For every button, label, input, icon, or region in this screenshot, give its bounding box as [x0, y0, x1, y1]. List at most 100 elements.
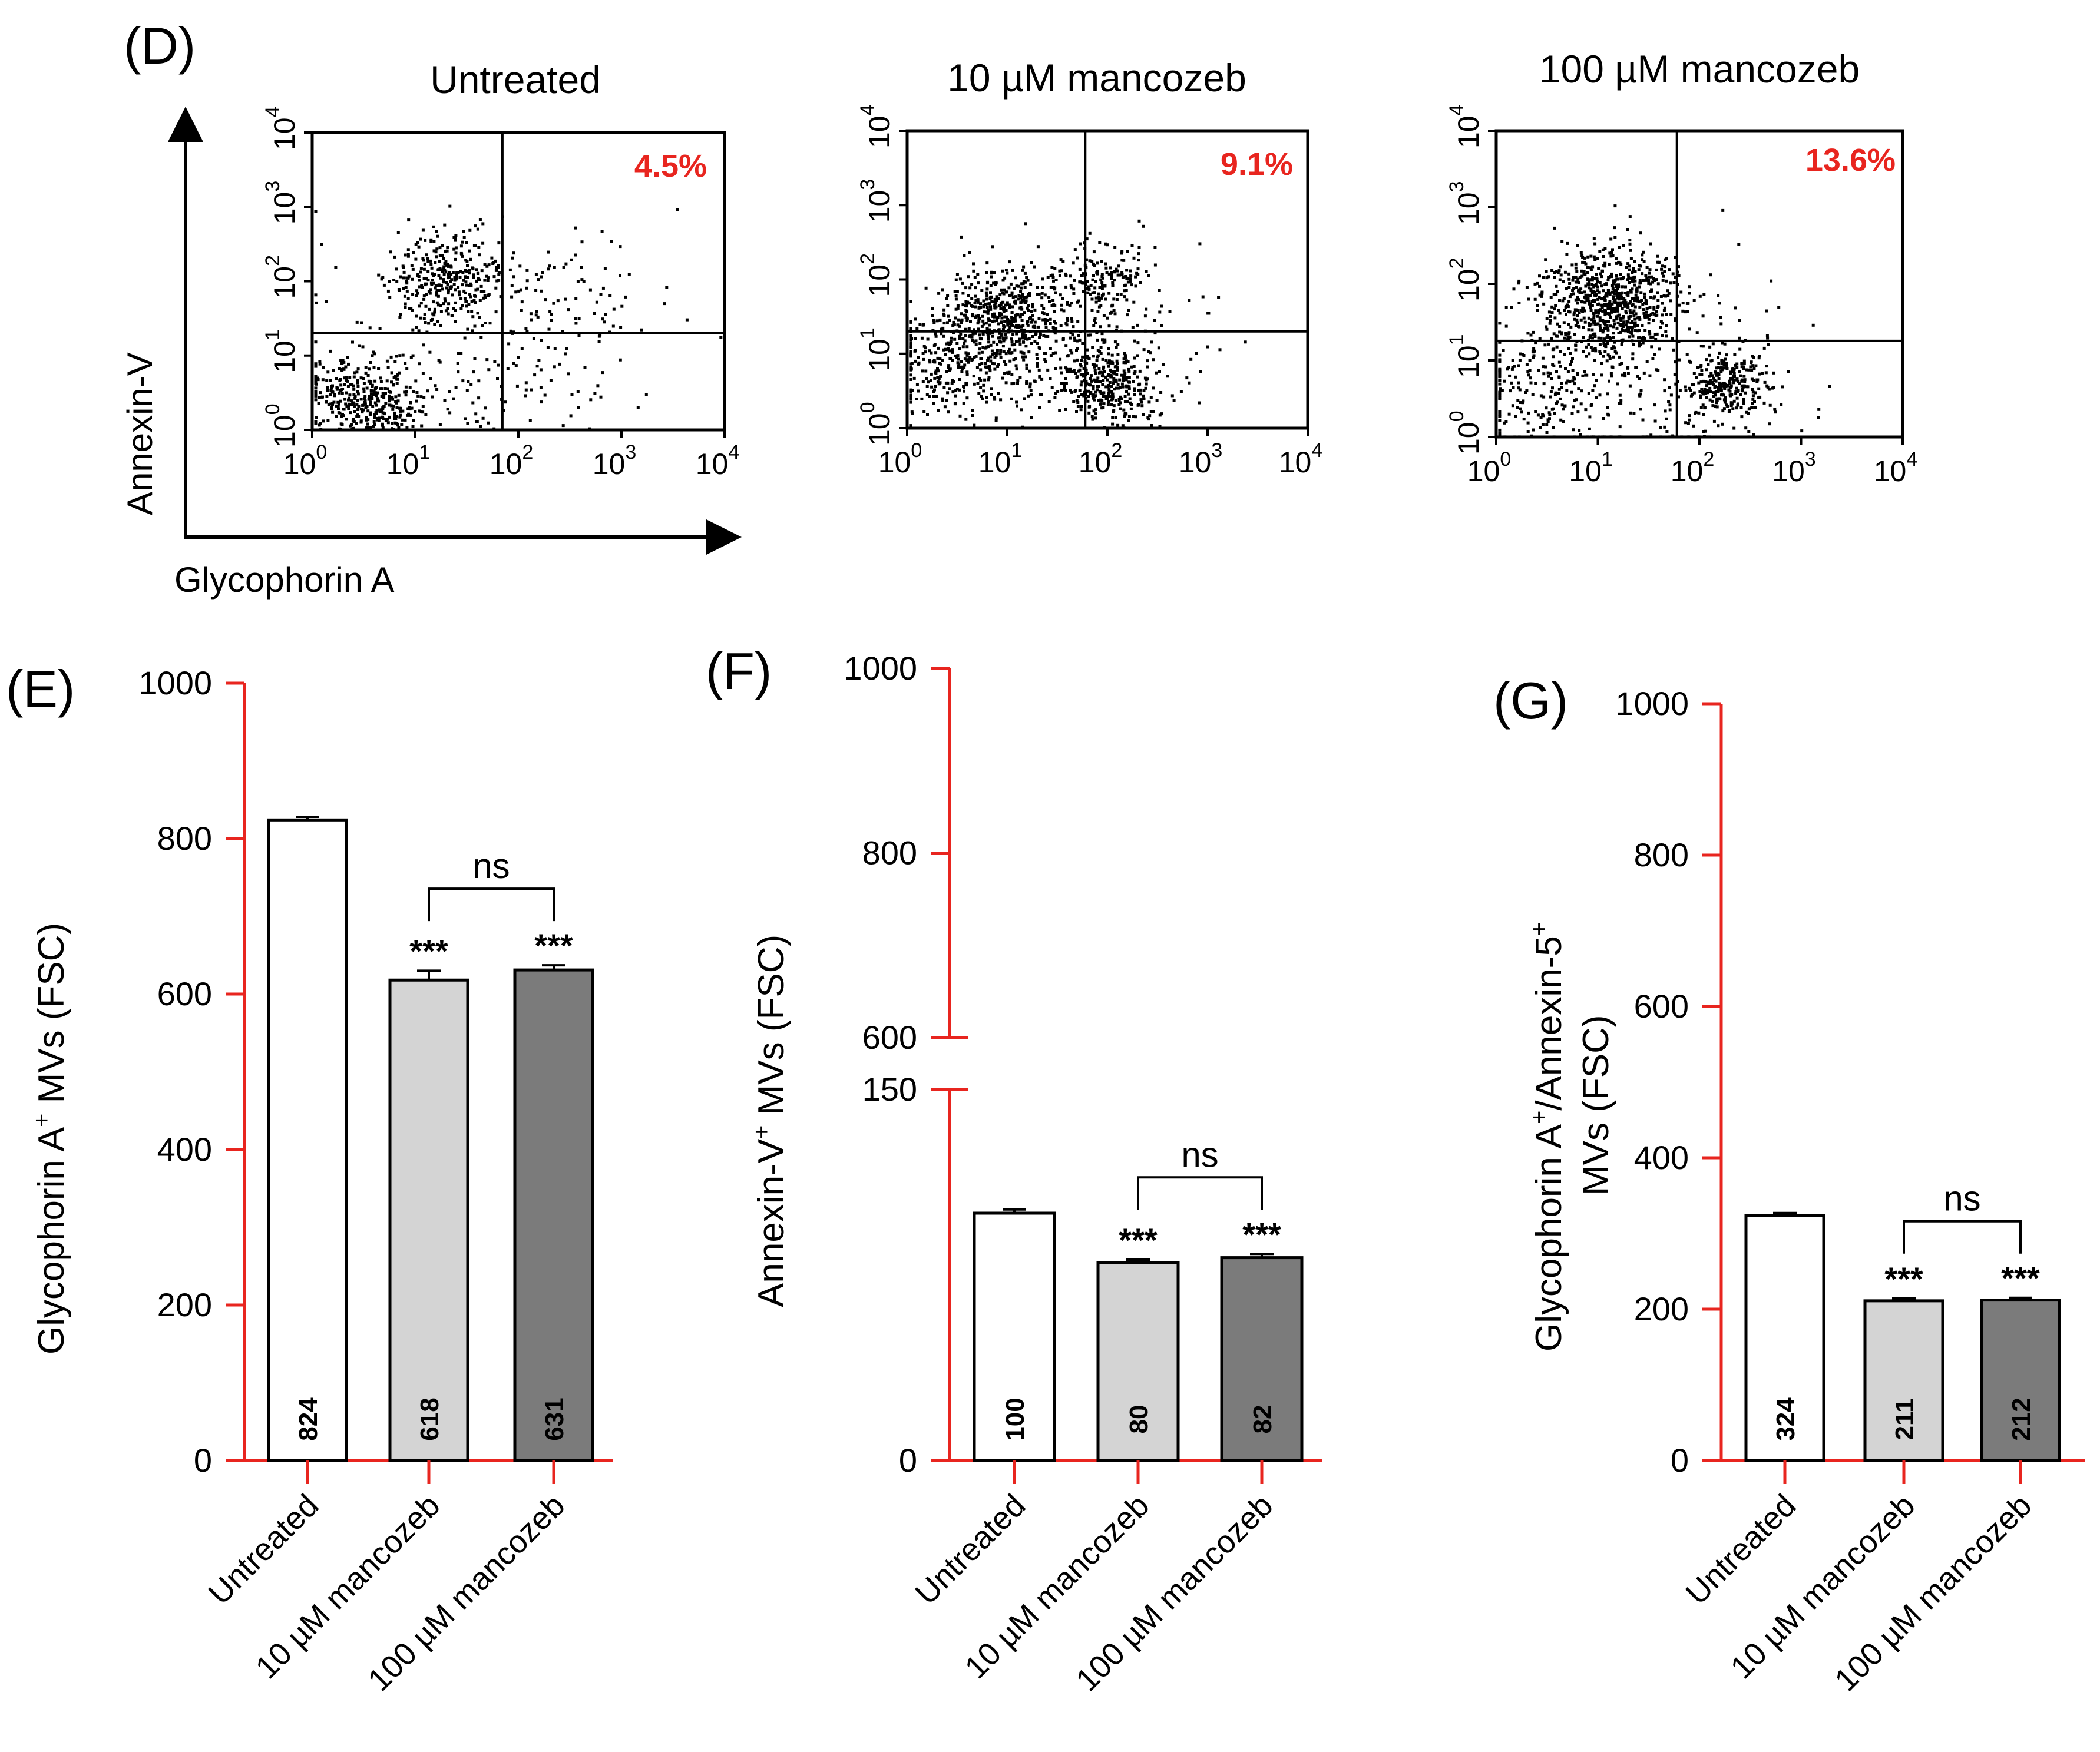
scatter-point	[512, 251, 515, 255]
scatter-point	[1553, 307, 1556, 311]
scatter-point	[1120, 250, 1124, 253]
scatter-point	[965, 370, 969, 374]
scatter-point	[1080, 405, 1083, 408]
panel-f: (F) Annexin-V+ MVs (FSC) 015060080010001…	[706, 642, 1322, 1698]
scatter-point	[356, 385, 360, 388]
scatter-point	[406, 253, 410, 256]
scatter-point	[1565, 313, 1567, 316]
scatter-point	[398, 371, 401, 375]
scatter-point	[1750, 377, 1754, 381]
scatter-point	[1596, 322, 1600, 326]
scatter-point	[340, 362, 343, 365]
scatter-point	[1520, 410, 1523, 414]
scatter-point	[1086, 356, 1090, 360]
scatter-point	[454, 288, 457, 292]
scatter-point	[1550, 377, 1553, 380]
scatter-point	[1118, 386, 1122, 389]
scatter-point	[1672, 435, 1675, 439]
scatter-point	[1622, 320, 1626, 324]
scatter-point	[1667, 400, 1671, 403]
scatter-point	[1672, 348, 1675, 352]
scatter-point	[1107, 347, 1110, 350]
scatter-point	[1120, 373, 1123, 377]
scatter-point	[1052, 326, 1056, 330]
scatter-point	[326, 419, 330, 422]
scatter-point	[1574, 298, 1578, 302]
scatter-point	[1079, 363, 1082, 366]
scatter-point	[314, 365, 318, 368]
scatter-point	[1715, 373, 1718, 377]
scatter-point	[1728, 382, 1732, 386]
scatter-point	[999, 349, 1003, 352]
x-tick-exponent: 3	[1805, 448, 1816, 471]
scatter-point	[340, 423, 344, 426]
scatter-point	[1608, 357, 1612, 360]
scatter-point	[1659, 435, 1662, 439]
scatter-point	[1714, 405, 1717, 408]
scatter-point	[998, 332, 1001, 335]
scatter-point	[442, 273, 446, 276]
scatter-point	[443, 399, 447, 402]
scatter-point	[937, 292, 941, 295]
scatter-point	[1609, 254, 1613, 258]
scatter-point	[439, 310, 443, 313]
scatter-point	[934, 332, 937, 336]
scatter-point	[1616, 287, 1619, 291]
scatter-point	[335, 415, 338, 418]
scatter-point	[544, 298, 547, 302]
scatter-point	[454, 386, 458, 389]
scatter-point	[1828, 385, 1831, 388]
scatter-point	[917, 362, 920, 366]
scatter-point	[1052, 303, 1056, 307]
scatter-point	[1134, 284, 1137, 288]
scatter-point	[1628, 276, 1631, 280]
scatter-point	[1007, 322, 1010, 326]
scatter-point	[1668, 386, 1671, 389]
scatter-point	[414, 257, 418, 261]
scatter-point	[1629, 314, 1632, 318]
scatter-point	[1076, 401, 1080, 404]
scatter-point	[1602, 329, 1605, 332]
scatter-point	[997, 392, 1000, 395]
x-tick-label: 104	[1279, 439, 1323, 479]
scatter-point	[392, 279, 396, 281]
scatter-point	[404, 385, 408, 389]
scatter-point	[1538, 274, 1541, 278]
scatter-point	[964, 313, 967, 317]
scatter-point	[1114, 416, 1117, 419]
scatter-point	[1103, 370, 1106, 373]
scatter-point	[1620, 362, 1623, 365]
scatter-point	[1013, 302, 1017, 305]
scatter-point	[372, 425, 375, 428]
scatter-point	[1094, 412, 1097, 416]
scatter-point	[391, 408, 395, 411]
scatter-point	[1000, 321, 1003, 324]
scatter-point	[1568, 295, 1572, 299]
scatter-point	[588, 427, 591, 430]
scatter-point	[369, 402, 372, 406]
scatter-point	[1772, 386, 1775, 389]
scatter-point	[1737, 380, 1740, 383]
scatter-point	[493, 360, 497, 363]
scatter-point	[356, 381, 359, 385]
scatter-point	[1005, 290, 1008, 294]
scatter-point	[993, 367, 997, 371]
scatter-point	[1070, 286, 1073, 290]
scatter-point	[431, 395, 434, 399]
scatter-point	[1098, 241, 1102, 244]
scatter-point	[494, 259, 497, 263]
scatter-point	[438, 260, 441, 263]
scatter-point	[1641, 418, 1645, 422]
scatter-point	[1655, 332, 1659, 336]
scatter-point	[1671, 272, 1675, 276]
scatter-point	[927, 380, 930, 384]
scatter-point	[382, 396, 386, 399]
scatter-point	[509, 329, 512, 333]
scatter-point	[1054, 392, 1057, 395]
scatter-point	[1070, 317, 1073, 320]
scatter-point	[470, 300, 474, 303]
scatter-point	[967, 357, 971, 361]
scatter-point	[951, 359, 954, 362]
scatter-point	[407, 218, 411, 222]
